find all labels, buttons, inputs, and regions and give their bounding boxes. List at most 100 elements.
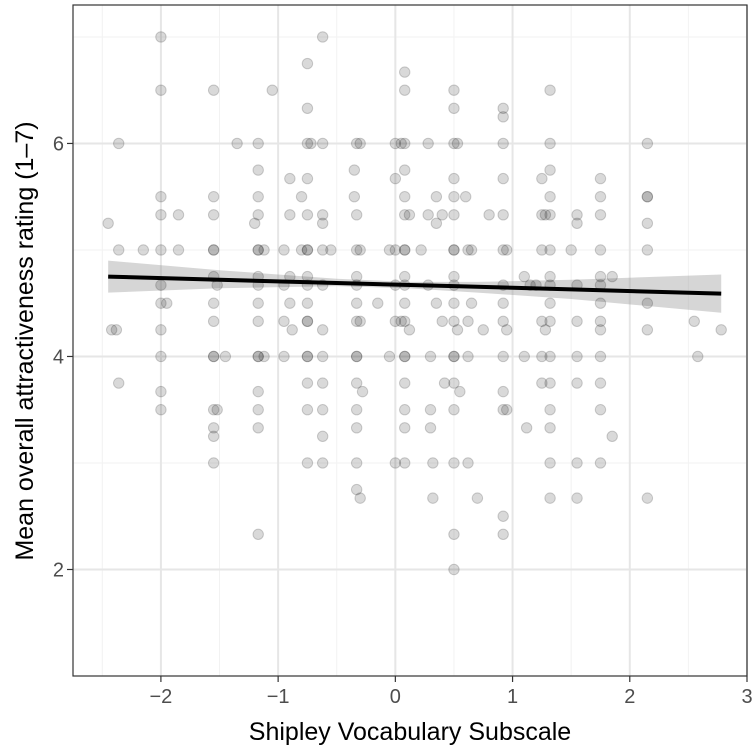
data-point bbox=[462, 350, 474, 363]
panel-background bbox=[73, 5, 747, 676]
data-point bbox=[471, 492, 484, 504]
x-tick-label: 2 bbox=[624, 686, 635, 708]
data-point bbox=[316, 244, 329, 256]
data-point bbox=[389, 457, 402, 469]
data-point bbox=[497, 137, 509, 150]
data-point bbox=[448, 191, 460, 203]
data-point bbox=[252, 297, 264, 309]
data-point bbox=[301, 102, 314, 115]
data-point bbox=[301, 377, 314, 389]
x-tick-label: −2 bbox=[150, 686, 173, 708]
y-axis-title: Mean overall attractiveness rating (1–7) bbox=[11, 121, 39, 560]
data-point bbox=[252, 422, 264, 434]
data-point bbox=[544, 377, 556, 389]
data-point bbox=[207, 422, 220, 434]
data-point bbox=[594, 297, 607, 309]
x-tick-label: 0 bbox=[390, 686, 401, 708]
data-point bbox=[641, 191, 654, 203]
data-point bbox=[113, 244, 125, 256]
data-point bbox=[207, 209, 220, 221]
data-point bbox=[403, 209, 416, 221]
data-point bbox=[252, 404, 264, 416]
data-point bbox=[399, 350, 411, 363]
data-point bbox=[571, 217, 583, 230]
data-point bbox=[448, 350, 460, 363]
data-point bbox=[641, 492, 654, 504]
data-point bbox=[641, 137, 654, 150]
data-point bbox=[594, 324, 607, 336]
data-point bbox=[219, 350, 232, 363]
data-point bbox=[207, 244, 220, 256]
data-point bbox=[399, 66, 411, 78]
data-point bbox=[155, 244, 167, 256]
data-point bbox=[465, 297, 478, 309]
data-point bbox=[520, 422, 533, 434]
data-point bbox=[501, 244, 513, 256]
data-point bbox=[544, 209, 556, 221]
y-tick-label: 6 bbox=[53, 133, 64, 155]
data-point bbox=[316, 31, 329, 43]
data-point bbox=[350, 315, 363, 328]
data-point bbox=[350, 244, 363, 256]
data-point bbox=[301, 209, 314, 221]
data-point bbox=[316, 350, 329, 363]
data-point bbox=[424, 350, 437, 363]
data-point bbox=[544, 137, 556, 150]
data-point bbox=[286, 324, 298, 336]
x-tick-label: −1 bbox=[267, 686, 290, 708]
data-point bbox=[594, 377, 607, 389]
data-point bbox=[497, 528, 509, 541]
data-point bbox=[606, 430, 618, 443]
data-point bbox=[301, 315, 314, 328]
data-point bbox=[350, 483, 363, 496]
data-point bbox=[448, 244, 460, 256]
data-point bbox=[284, 172, 296, 185]
data-point bbox=[544, 315, 556, 328]
data-point bbox=[350, 350, 363, 363]
data-point bbox=[422, 209, 434, 221]
data-point bbox=[316, 209, 329, 221]
data-point bbox=[295, 244, 308, 256]
data-point bbox=[430, 297, 443, 309]
data-point bbox=[594, 209, 607, 221]
data-point bbox=[688, 315, 700, 328]
data-point bbox=[399, 457, 411, 469]
data-point bbox=[438, 377, 451, 389]
data-point bbox=[462, 244, 474, 256]
data-point bbox=[305, 137, 317, 150]
data-point bbox=[448, 297, 460, 309]
data-point bbox=[715, 324, 727, 336]
data-point bbox=[372, 297, 384, 309]
data-point bbox=[350, 422, 363, 434]
data-point bbox=[316, 324, 329, 336]
data-point bbox=[451, 324, 464, 336]
data-point bbox=[594, 404, 607, 416]
data-point bbox=[395, 137, 407, 150]
data-point bbox=[539, 209, 552, 221]
data-point bbox=[350, 404, 363, 416]
data-point bbox=[536, 377, 548, 389]
data-point bbox=[301, 350, 314, 363]
data-point bbox=[594, 172, 607, 185]
data-point bbox=[544, 297, 556, 309]
data-point bbox=[155, 84, 167, 96]
data-point bbox=[692, 350, 704, 363]
data-point bbox=[252, 350, 264, 363]
data-point bbox=[539, 324, 552, 336]
data-point bbox=[252, 350, 264, 363]
data-point bbox=[105, 324, 118, 336]
data-point bbox=[536, 244, 548, 256]
data-point bbox=[427, 457, 439, 469]
data-point bbox=[403, 324, 416, 336]
data-point bbox=[536, 209, 548, 221]
data-point bbox=[497, 102, 509, 115]
data-point bbox=[399, 297, 411, 309]
data-point bbox=[448, 244, 460, 256]
data-point bbox=[465, 244, 478, 256]
data-point bbox=[248, 217, 261, 230]
data-point bbox=[448, 84, 460, 96]
data-point bbox=[161, 297, 173, 309]
data-point bbox=[348, 164, 361, 176]
data-point bbox=[278, 315, 290, 328]
